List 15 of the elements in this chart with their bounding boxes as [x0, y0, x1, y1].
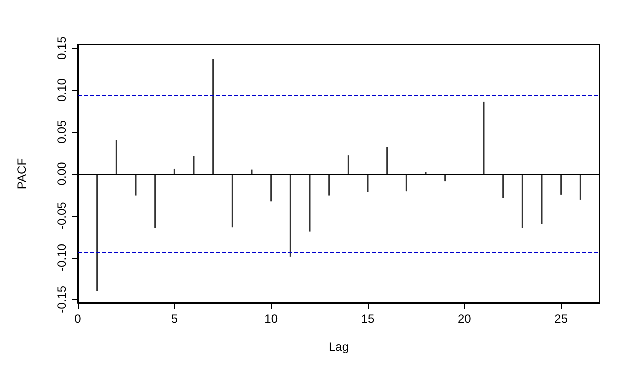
- y-tick-label: -0.10: [55, 244, 69, 272]
- x-tick-label: 25: [554, 312, 568, 326]
- y-axis-title: PACF: [15, 158, 29, 190]
- y-tick-label: -0.15: [55, 286, 69, 314]
- y-tick-label: 0.10: [55, 78, 69, 102]
- y-tick-label: 0.05: [55, 120, 69, 144]
- x-tick-label: 5: [171, 312, 178, 326]
- x-tick-label: 10: [264, 312, 278, 326]
- y-tick-label: 0.15: [55, 36, 69, 60]
- x-tick-label: 15: [361, 312, 375, 326]
- x-tick-label: 20: [458, 312, 472, 326]
- y-tick-label: -0.05: [55, 202, 69, 230]
- y-tick-label: 0.00: [55, 162, 69, 186]
- x-axis-title: Lag: [328, 340, 350, 354]
- x-tick-label: 0: [74, 312, 82, 326]
